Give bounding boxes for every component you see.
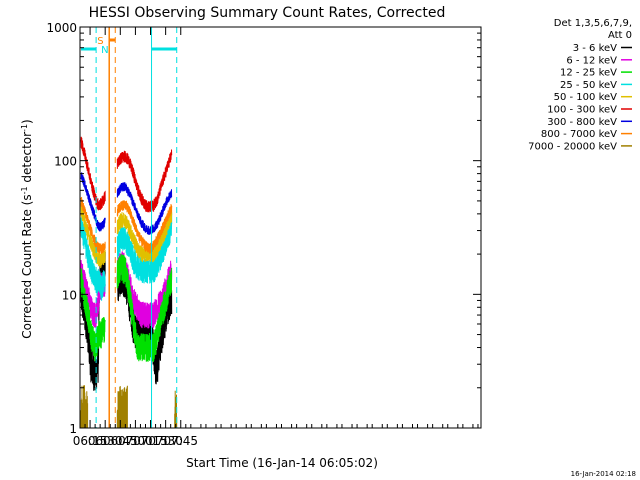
- series-line-6-b: [116, 182, 173, 235]
- y-axis-label-part3: ): [20, 119, 34, 124]
- y-axis-label-part1: Corrected Count Rate (s: [20, 194, 34, 338]
- x-tick-label-0: 06:15: [73, 434, 108, 448]
- x-tick-label-2: 06:45: [103, 434, 138, 448]
- series-line-7-b: [116, 200, 173, 254]
- legend-label-2: 12 - 25 keV: [560, 68, 617, 79]
- series-line-7-a: [80, 196, 106, 254]
- legend-label-4: 50 - 100 keV: [554, 92, 618, 103]
- y-axis-label-exp1: -1: [20, 186, 29, 194]
- series-line-6-a: [80, 172, 106, 232]
- y-axis-label-part2: detector: [20, 132, 34, 187]
- plot-frame: [79, 26, 482, 429]
- series-line-2-b: [116, 253, 173, 363]
- legend-label-6: 300 - 800 keV: [547, 117, 617, 128]
- burst-mid: [116, 385, 128, 428]
- legend-label-1: 6 - 12 keV: [566, 55, 617, 66]
- series-line-1-b: [116, 251, 173, 329]
- x-tick-label-6: 07:45: [163, 434, 198, 448]
- y-tick-label-3: 1000: [46, 21, 77, 35]
- series-line-3-b: [116, 212, 173, 284]
- y-tick-label-0: 1: [69, 422, 77, 436]
- legend-header-2: Att 0: [608, 30, 632, 41]
- legend-header-1: Det 1,3,5,6,7,9,: [554, 18, 632, 29]
- s-label: S: [97, 36, 103, 47]
- series-line-4-a: [80, 202, 106, 269]
- chart-title: HESSI Observing Summary Count Rates, Cor…: [89, 5, 446, 21]
- series-line-5-a: [80, 136, 106, 211]
- series-line-3-a: [80, 213, 106, 301]
- legend-label-8: 7000 - 20000 keV: [528, 141, 617, 152]
- y-tick-label-1: 10: [62, 288, 77, 302]
- legend-label-0: 3 - 6 keV: [573, 43, 617, 54]
- y-tick-label-2: 100: [54, 155, 77, 169]
- x-tick-label-4: 07:15: [133, 434, 168, 448]
- legend-label-5: 100 - 300 keV: [547, 105, 617, 116]
- series-line-5-b: [116, 149, 173, 213]
- x-tick-label-1: 06:30: [88, 434, 123, 448]
- y-axis-label-exp2: -1: [20, 124, 29, 132]
- series-line-2-a: [80, 268, 106, 362]
- n-label: N: [101, 45, 108, 56]
- x-tick-label-5: 07:30: [148, 434, 183, 448]
- x-axis-label: Start Time (16-Jan-14 06:05:02): [186, 456, 378, 470]
- burst-left: [80, 385, 89, 428]
- footer-date: 16-Jan-2014 02:18: [571, 470, 636, 478]
- data-layer: [80, 136, 178, 428]
- y-axis-label: Corrected Count Rate (s-1 detector-1): [20, 119, 35, 338]
- legend-label-7: 800 - 7000 keV: [541, 129, 617, 140]
- legend-label-3: 25 - 50 keV: [560, 80, 617, 91]
- x-tick-label-3: 07:00: [118, 434, 153, 448]
